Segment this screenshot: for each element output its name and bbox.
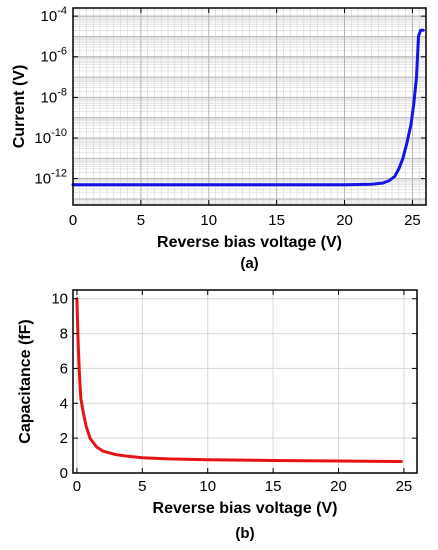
y-tick-exponent: -8 xyxy=(57,86,67,98)
plot-frame xyxy=(72,289,418,474)
y-axis-label: Current (V) xyxy=(11,65,28,149)
x-tick-label: 15 xyxy=(268,212,285,229)
panel-label: (b) xyxy=(235,525,254,542)
minor-grid xyxy=(72,8,427,205)
plot-frame xyxy=(72,7,427,206)
x-axis-label: Reverse bias voltage (V) xyxy=(157,234,342,251)
capacitance-series-line xyxy=(75,297,403,463)
y-tick-label: 4 xyxy=(60,395,68,412)
chart-panel-b: 0 5 10 15 20 25 0 2 4 6 8 10 Reverse bias voltage … xyxy=(17,289,418,542)
y-tick-label: 10-6 xyxy=(41,46,67,66)
x-tick-label: 20 xyxy=(336,212,353,229)
tick-marks xyxy=(72,8,426,205)
y-tick-label: 10-8 xyxy=(41,86,67,106)
current-series-line xyxy=(71,28,425,187)
y-tick-base: 10 xyxy=(41,89,58,106)
x-tick-label: 0 xyxy=(73,478,81,495)
panel-label: (a) xyxy=(240,255,258,272)
y-tick-labels: 0 2 4 6 8 10 xyxy=(51,291,68,482)
y-tick-label: 6 xyxy=(60,360,68,377)
y-tick-label: 10-12 xyxy=(34,168,67,188)
y-tick-exponent: -4 xyxy=(57,5,67,17)
y-tick-label: 10-4 xyxy=(41,5,67,25)
y-tick-exponent: -6 xyxy=(57,46,67,58)
x-tick-label: 10 xyxy=(199,478,216,495)
y-tick-base: 10 xyxy=(34,171,51,188)
y-tick-label: 10 xyxy=(51,291,68,308)
y-tick-exponent: -10 xyxy=(51,127,67,139)
y-tick-label: 8 xyxy=(60,326,68,343)
x-tick-label: 25 xyxy=(404,212,421,229)
y-tick-base: 10 xyxy=(41,49,58,66)
y-axis-label: Capacitance (fF) xyxy=(17,319,34,443)
y-tick-label: 10-10 xyxy=(34,127,67,147)
y-tick-base: 10 xyxy=(41,8,58,25)
x-axis-label: Reverse bias voltage (V) xyxy=(153,500,338,517)
y-tick-exponent: -12 xyxy=(51,168,67,180)
series-layer xyxy=(71,28,425,187)
y-tick-label: 2 xyxy=(60,430,68,447)
x-tick-labels: 0 5 10 15 20 25 xyxy=(69,212,421,229)
x-tick-label: 25 xyxy=(396,478,413,495)
y-tick-label: 0 xyxy=(60,465,68,482)
x-tick-label: 0 xyxy=(69,212,77,229)
tick-marks xyxy=(73,290,417,474)
series-layer xyxy=(75,297,403,463)
x-tick-label: 5 xyxy=(138,478,146,495)
plot-area xyxy=(73,290,417,473)
x-tick-label: 10 xyxy=(200,212,217,229)
x-tick-labels: 0 5 10 15 20 25 xyxy=(73,478,413,495)
x-tick-label: 15 xyxy=(265,478,282,495)
x-tick-label: 5 xyxy=(137,212,145,229)
y-tick-base: 10 xyxy=(34,130,51,147)
x-tick-label: 20 xyxy=(330,478,347,495)
